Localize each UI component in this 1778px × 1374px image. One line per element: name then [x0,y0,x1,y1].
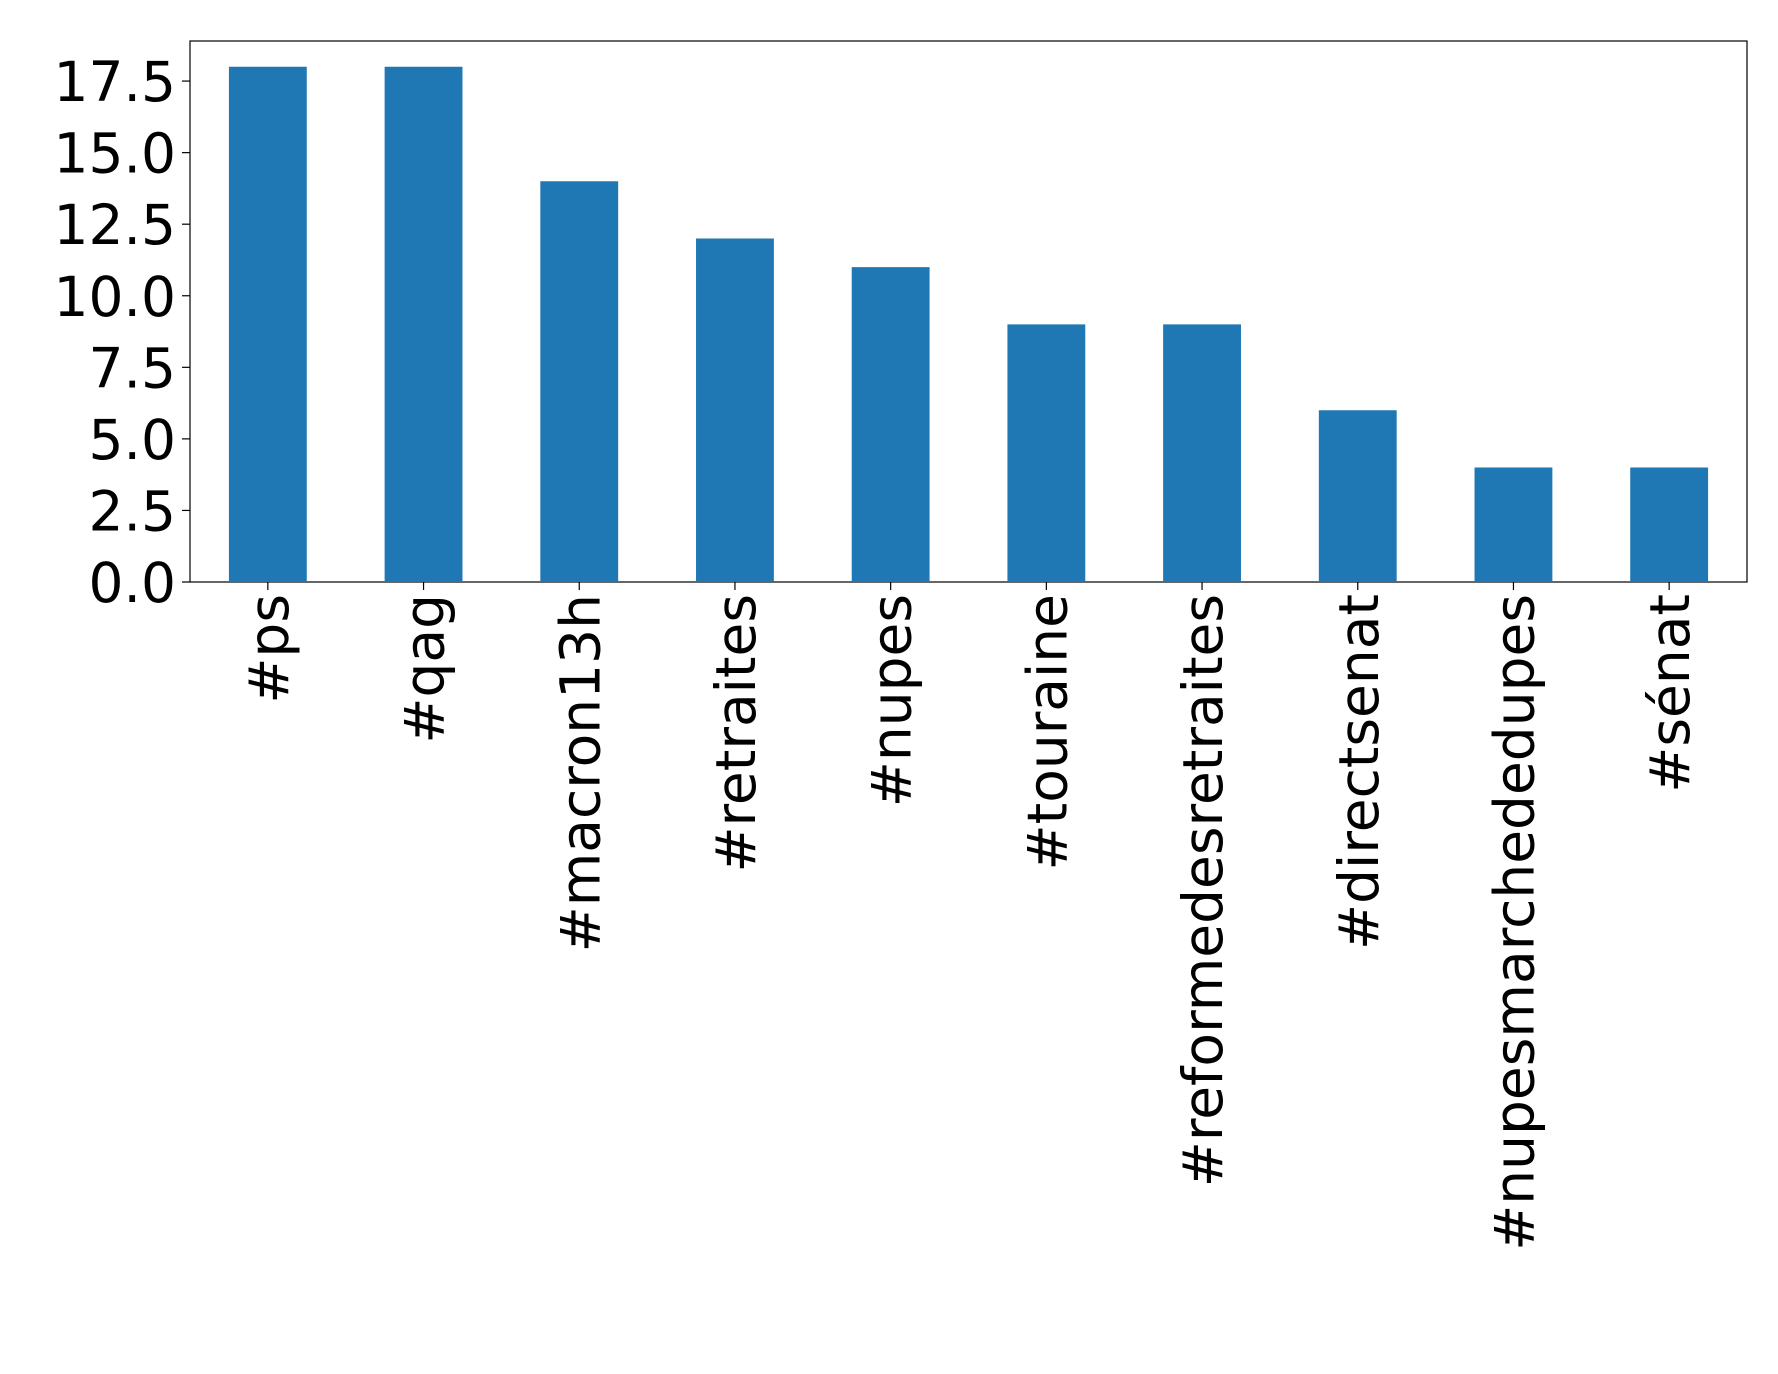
x-tick-label: #ps [237,594,301,704]
x-tick-label: #qag [393,594,457,744]
bar [1630,467,1709,582]
y-tick-label: 10.0 [54,265,176,329]
bar [1163,324,1241,582]
y-tick-label: 17.5 [54,50,176,114]
plot-frame [189,40,1748,583]
y-tick-label: 5.0 [89,408,176,472]
bar [696,238,774,582]
bar [540,181,619,582]
bar [851,267,930,582]
bar [384,66,463,582]
x-tick-label: #nupesmarchededupes [1482,594,1546,1251]
x-tick-label: #retraites [704,594,768,873]
y-tick-label: 0.0 [89,551,176,615]
bar [1474,467,1553,582]
bar [1007,324,1086,582]
x-tick-label: #touraine [1015,594,1079,870]
x-tick-label: #directsenat [1327,594,1391,950]
y-tick-label: 7.5 [89,336,176,400]
x-tick-label: #reformedesretraites [1171,594,1235,1187]
y-tick-label: 12.5 [54,193,176,257]
x-tick-label: #sénat [1638,594,1702,793]
bar [1318,410,1397,582]
x-tick-label: #macron13h [548,594,612,952]
x-tick-label: #nupes [860,594,924,807]
y-tick-label: 2.5 [89,479,176,543]
bar [228,66,307,582]
y-tick-label: 15.0 [54,122,176,186]
